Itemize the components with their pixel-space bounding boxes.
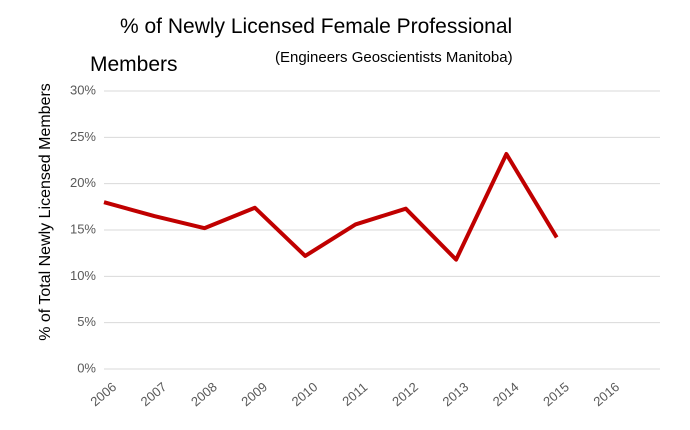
y-tick-label: 15% <box>70 221 96 236</box>
y-tick-label: 5% <box>77 314 96 329</box>
y-tick-label: 30% <box>70 82 96 97</box>
x-tick-label: 2008 <box>188 379 220 409</box>
chart-subtitle: (Engineers Geoscientists Manitoba) <box>275 49 513 66</box>
y-tick-label: 10% <box>70 268 96 283</box>
x-tick-label: 2010 <box>289 379 321 409</box>
x-tick-label: 2007 <box>138 379 170 409</box>
y-tick-label: 25% <box>70 129 96 144</box>
x-tick-label: 2012 <box>389 379 421 409</box>
x-tick-label: 2016 <box>590 379 622 409</box>
y-tick-label: 0% <box>77 360 96 375</box>
x-tick-label: 2006 <box>87 379 119 409</box>
chart-title: % of Newly Licensed Female Professional … <box>90 15 513 76</box>
y-axis-label: % of Total Newly Licensed Members <box>37 83 54 341</box>
y-tick-label: 20% <box>70 175 96 190</box>
x-tick-label: 2013 <box>440 379 472 409</box>
data-line <box>103 152 559 262</box>
x-tick-label: 2011 <box>339 379 370 408</box>
x-tick-label: 2014 <box>490 379 522 409</box>
x-tick-label: 2015 <box>540 379 572 409</box>
x-tick-label: 2009 <box>238 379 270 409</box>
